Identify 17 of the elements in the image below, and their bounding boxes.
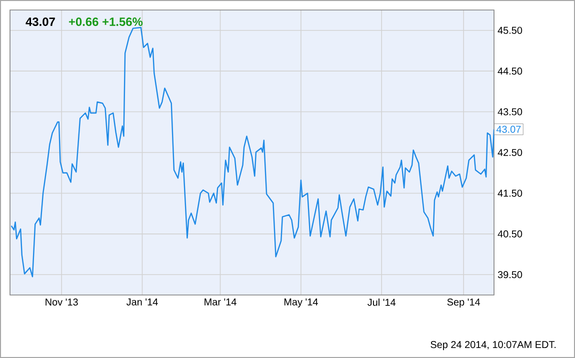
y-tick-label: 43.50 <box>498 108 522 116</box>
x-tick-label: Sep '14 <box>447 298 480 308</box>
x-tick-label: Jan '14 <box>126 298 158 306</box>
x-tick-label: Jul '14 <box>368 298 396 306</box>
annotation: 43.07 <box>496 126 521 133</box>
x-tick-label: May '14 <box>284 298 318 308</box>
y-tick-label: 44.50 <box>498 68 522 75</box>
chart-title: 43.07 <box>26 18 55 26</box>
x-tick-label: Mar '14 <box>204 298 236 306</box>
y-tick-label: 45.50 <box>498 26 522 34</box>
y-tick-label: 39.50 <box>498 271 522 278</box>
chart-subtitle: +0.66 +1.56% <box>68 18 143 26</box>
x-tick-label: Nov '13 <box>46 298 78 306</box>
y-tick-label: 40.50 <box>498 230 522 238</box>
text: Sep 24 2014, 10:07AM EDT. <box>430 341 556 350</box>
y-tick-label: 41.50 <box>498 190 522 197</box>
y-tick-label: 42.50 <box>498 148 522 156</box>
